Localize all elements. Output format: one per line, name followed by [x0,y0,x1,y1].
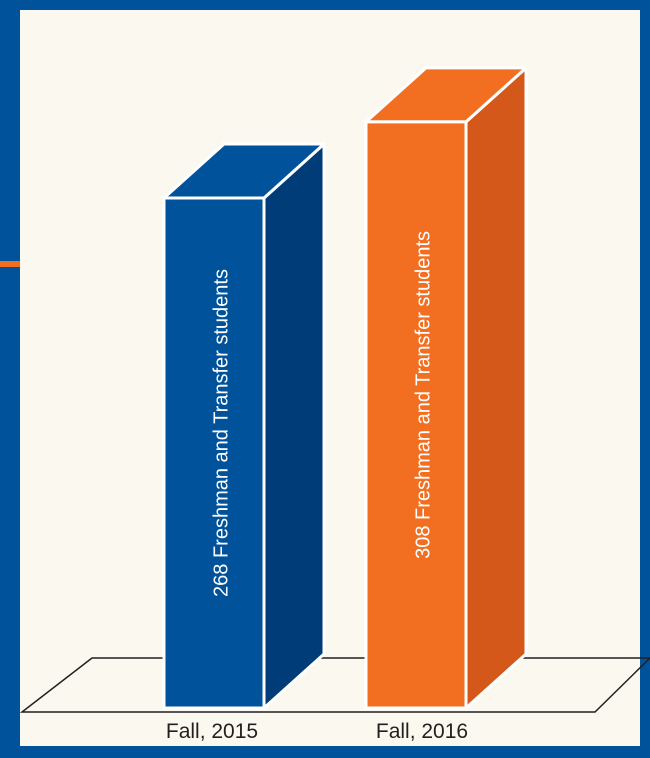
bar-1: 268 Freshman and Transfer students [162,142,326,710]
bar-2: 308 Freshman and Transfer students [364,66,528,710]
bar-side-face [262,142,326,710]
bar-front-face [162,196,266,710]
bar-value-label: 308 Freshman and Transfer students [412,231,434,559]
bar-front-face [364,120,468,710]
chart-background [20,10,640,746]
bar-side-face [464,66,528,710]
bars-group: 268 Freshman and Transfer students Fall, … [162,66,528,743]
bar-value-label: 268 Freshman and Transfer students [210,269,232,597]
x-tick-label: Fall, 2016 [376,720,468,743]
x-tick-label: Fall, 2015 [166,720,258,743]
accent-stripe [0,261,20,267]
